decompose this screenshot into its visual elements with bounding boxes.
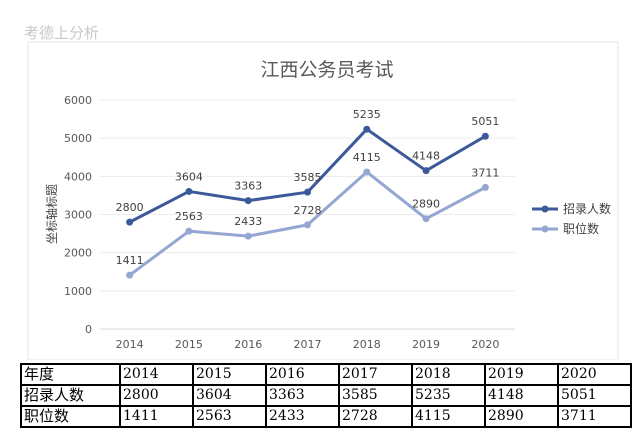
data-label: 3585 <box>294 171 322 184</box>
legend-marker <box>541 205 549 213</box>
table-cell: 5235 <box>411 384 486 407</box>
data-point <box>304 221 311 229</box>
table-cell: 1411 <box>119 405 194 428</box>
data-point <box>481 132 489 140</box>
legend-marker <box>541 225 549 233</box>
table-row: 职位数 1411 2563 2433 2728 4115 2890 3711 <box>20 405 632 428</box>
y-axis-label: 坐标轴标题 <box>44 184 59 244</box>
table-row: 招录人数 2800 3604 3363 3585 5235 4148 5051 <box>20 384 632 407</box>
y-tick-label: 3000 <box>64 209 92 222</box>
data-point <box>244 232 252 240</box>
data-point <box>185 187 193 195</box>
table-cell: 2020 <box>557 363 632 386</box>
table-cell: 2728 <box>338 405 413 428</box>
chart-frame <box>27 41 619 360</box>
table-cell: 2433 <box>265 405 340 428</box>
axes: 0 1000 2000 3000 4000 5000 6000 2014 2015 2016 201… <box>64 94 499 351</box>
data-label: 5235 <box>353 108 381 121</box>
data-label: 3363 <box>234 180 262 193</box>
x-tick-label: 2015 <box>175 338 203 351</box>
y-tick-label: 1000 <box>64 285 92 298</box>
table-cell: 2017 <box>338 363 413 386</box>
table-cell: 2890 <box>484 405 559 428</box>
table-cell: 4115 <box>411 405 486 428</box>
table-cell: 2563 <box>192 405 267 428</box>
series <box>126 125 489 279</box>
table-cell: 5051 <box>557 384 632 407</box>
table-cell: 2014 <box>119 363 194 386</box>
data-point <box>422 167 430 175</box>
table-cell: 2800 <box>119 384 194 407</box>
table-cell: 3711 <box>557 405 632 428</box>
table-cell: 2018 <box>411 363 486 386</box>
data-labels: 2800 3604 3363 3585 5235 4148 5051 1411 2563 2433… <box>116 108 500 267</box>
table-cell: 2019 <box>484 363 559 386</box>
table-cell: 2015 <box>192 363 267 386</box>
data-point <box>363 168 371 176</box>
x-tick-label: 2020 <box>471 338 499 351</box>
chart-title: 江西公务员考试 <box>260 59 393 81</box>
data-label: 2890 <box>412 198 440 211</box>
data-point <box>481 183 489 191</box>
table-cell: 3585 <box>338 384 413 407</box>
data-label: 4148 <box>412 150 440 163</box>
y-tick-label: 0 <box>85 323 92 336</box>
table-row-label: 招录人数 <box>20 384 121 407</box>
x-tick-label: 2019 <box>412 338 440 351</box>
data-point <box>244 197 252 205</box>
y-tick-label: 4000 <box>64 170 92 183</box>
y-tick-label: 5000 <box>64 132 92 145</box>
data-point <box>185 227 193 235</box>
data-point <box>126 218 134 226</box>
y-tick-label: 2000 <box>64 247 92 260</box>
data-label: 3604 <box>175 170 203 183</box>
table-cell: 3363 <box>265 384 340 407</box>
table-cell: 4148 <box>484 384 559 407</box>
x-tick-label: 2018 <box>353 338 381 351</box>
table-row-label: 年度 <box>20 363 121 386</box>
data-label: 2563 <box>175 210 203 223</box>
data-point <box>304 188 311 196</box>
table-cell: 3604 <box>192 384 267 407</box>
legend-label: 招录人数 <box>563 201 611 216</box>
data-label: 3711 <box>471 166 499 179</box>
data-label: 4115 <box>353 151 381 164</box>
data-point <box>126 271 134 279</box>
x-tick-label: 2014 <box>116 338 144 351</box>
data-label: 2800 <box>116 201 144 214</box>
gridlines <box>100 99 515 330</box>
x-tick-label: 2017 <box>294 338 322 351</box>
table-cell: 2016 <box>265 363 340 386</box>
table-row-label: 职位数 <box>20 405 121 428</box>
data-label: 2433 <box>234 215 262 228</box>
watermark: 考德上分析 <box>24 24 100 42</box>
legend-label: 职位数 <box>563 221 599 236</box>
y-tick-label: 6000 <box>64 94 92 107</box>
data-label: 1411 <box>116 254 144 267</box>
data-label: 5051 <box>471 115 499 128</box>
table-header-row: 年度 2014 2015 2016 2017 2018 2019 2020 <box>20 363 632 386</box>
data-label: 2728 <box>294 204 322 217</box>
data-point <box>363 125 371 133</box>
line-chart: 江西公务员考试 坐标轴标题 0 1000 2000 3000 4000 5000 6000 2… <box>27 41 619 360</box>
x-tick-label: 2016 <box>234 338 262 351</box>
data-table: 年度 2014 2015 2016 2017 2018 2019 2020 招录人数 2800 36… <box>20 363 632 428</box>
data-point <box>422 215 430 223</box>
